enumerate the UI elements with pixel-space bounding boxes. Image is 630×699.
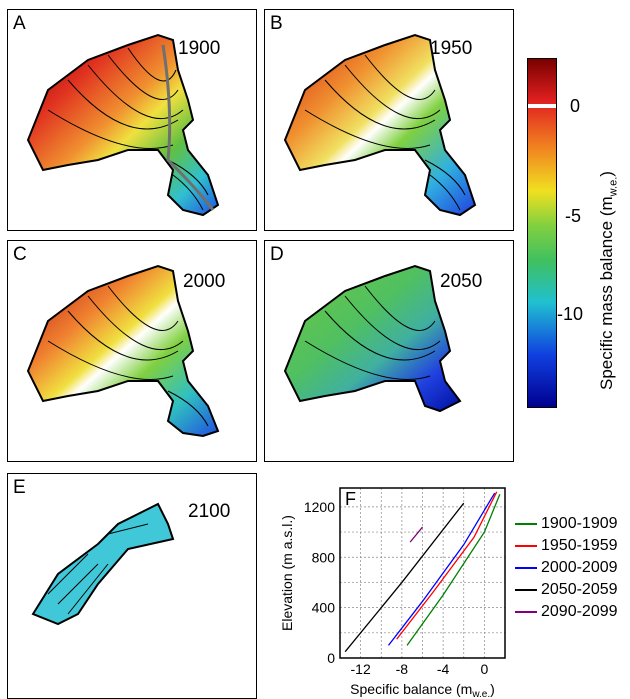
- glacier-map-1950: [283, 33, 477, 217]
- y-tick-label: 400: [312, 600, 336, 616]
- colorbar-tick: 0: [570, 96, 581, 116]
- legend-swatch: [515, 567, 537, 569]
- panel-label: C: [13, 244, 27, 265]
- legend-swatch: [515, 589, 537, 591]
- series-line: [406, 494, 501, 646]
- panel-d: D 2050: [264, 240, 514, 462]
- colorbar-zero-mark: [528, 104, 556, 108]
- series-line: [344, 502, 465, 653]
- x-tick-label: -8: [396, 661, 409, 677]
- panel-year: 2050: [440, 271, 483, 292]
- panel-year: 2000: [183, 271, 226, 292]
- glacier-map-1900: [26, 33, 220, 217]
- legend-label: 1900-1909: [541, 515, 618, 532]
- panel-c: C 2000: [7, 240, 257, 462]
- legend-swatch: [515, 611, 537, 613]
- legend-item: 1950-1959: [515, 537, 618, 555]
- legend-item: 2090-2099: [515, 603, 618, 621]
- legend-item: 1900-1909: [515, 515, 618, 533]
- plot-frame: [339, 487, 506, 659]
- series-line: [387, 492, 496, 646]
- panel-year: 1900: [178, 38, 221, 59]
- legend-item: 2050-2059: [515, 581, 618, 599]
- colorbar-tick: -5: [565, 206, 582, 226]
- legend-label: 2050-2059: [541, 581, 618, 598]
- panel-a: A 1900: [7, 9, 257, 231]
- y-tick-label: 0: [327, 650, 335, 666]
- colorbar: [527, 58, 557, 408]
- legend-label: 1950-1959: [541, 537, 618, 554]
- legend-item: 2000-2009: [515, 559, 618, 577]
- legend-label: 2000-2009: [541, 559, 618, 576]
- panel-b: B 1950: [264, 9, 514, 231]
- x-tick-label: 0: [480, 661, 488, 677]
- glacier-map-2050: [283, 264, 462, 413]
- y-tick-label: 800: [312, 549, 336, 565]
- elevation-balance-chart: -12 -8 -4 0 0 400 800 1200 F Specific balance (mw…: [279, 487, 506, 698]
- panel-year: 1950: [430, 38, 473, 59]
- panel-label: B: [270, 13, 283, 34]
- panel-e: E 2100: [7, 473, 257, 699]
- series-line: [396, 491, 498, 640]
- legend-label: 2090-2099: [541, 603, 618, 620]
- panel-label: A: [13, 13, 26, 34]
- panel-label: F: [345, 489, 356, 509]
- x-tick-label: -12: [351, 661, 371, 677]
- y-axis-label: Elevation (m a.s.l.): [279, 515, 295, 631]
- series-line: [409, 526, 424, 543]
- colorbar-tick: -10: [557, 304, 584, 324]
- y-tick-label: 1200: [304, 499, 335, 515]
- legend-swatch: [515, 545, 537, 547]
- panel-label: E: [13, 477, 26, 498]
- colorbar-title: Specific mass balance (mw.e.): [597, 171, 620, 390]
- panel-label: D: [270, 244, 284, 265]
- x-axis-label: Specific balance (mw.e.): [350, 681, 495, 698]
- glacier-map-2000: [26, 264, 220, 438]
- panel-year: 2100: [188, 501, 231, 522]
- glacier-map-2100: [31, 502, 175, 626]
- x-tick-label: -4: [437, 661, 450, 677]
- legend-swatch: [515, 523, 537, 525]
